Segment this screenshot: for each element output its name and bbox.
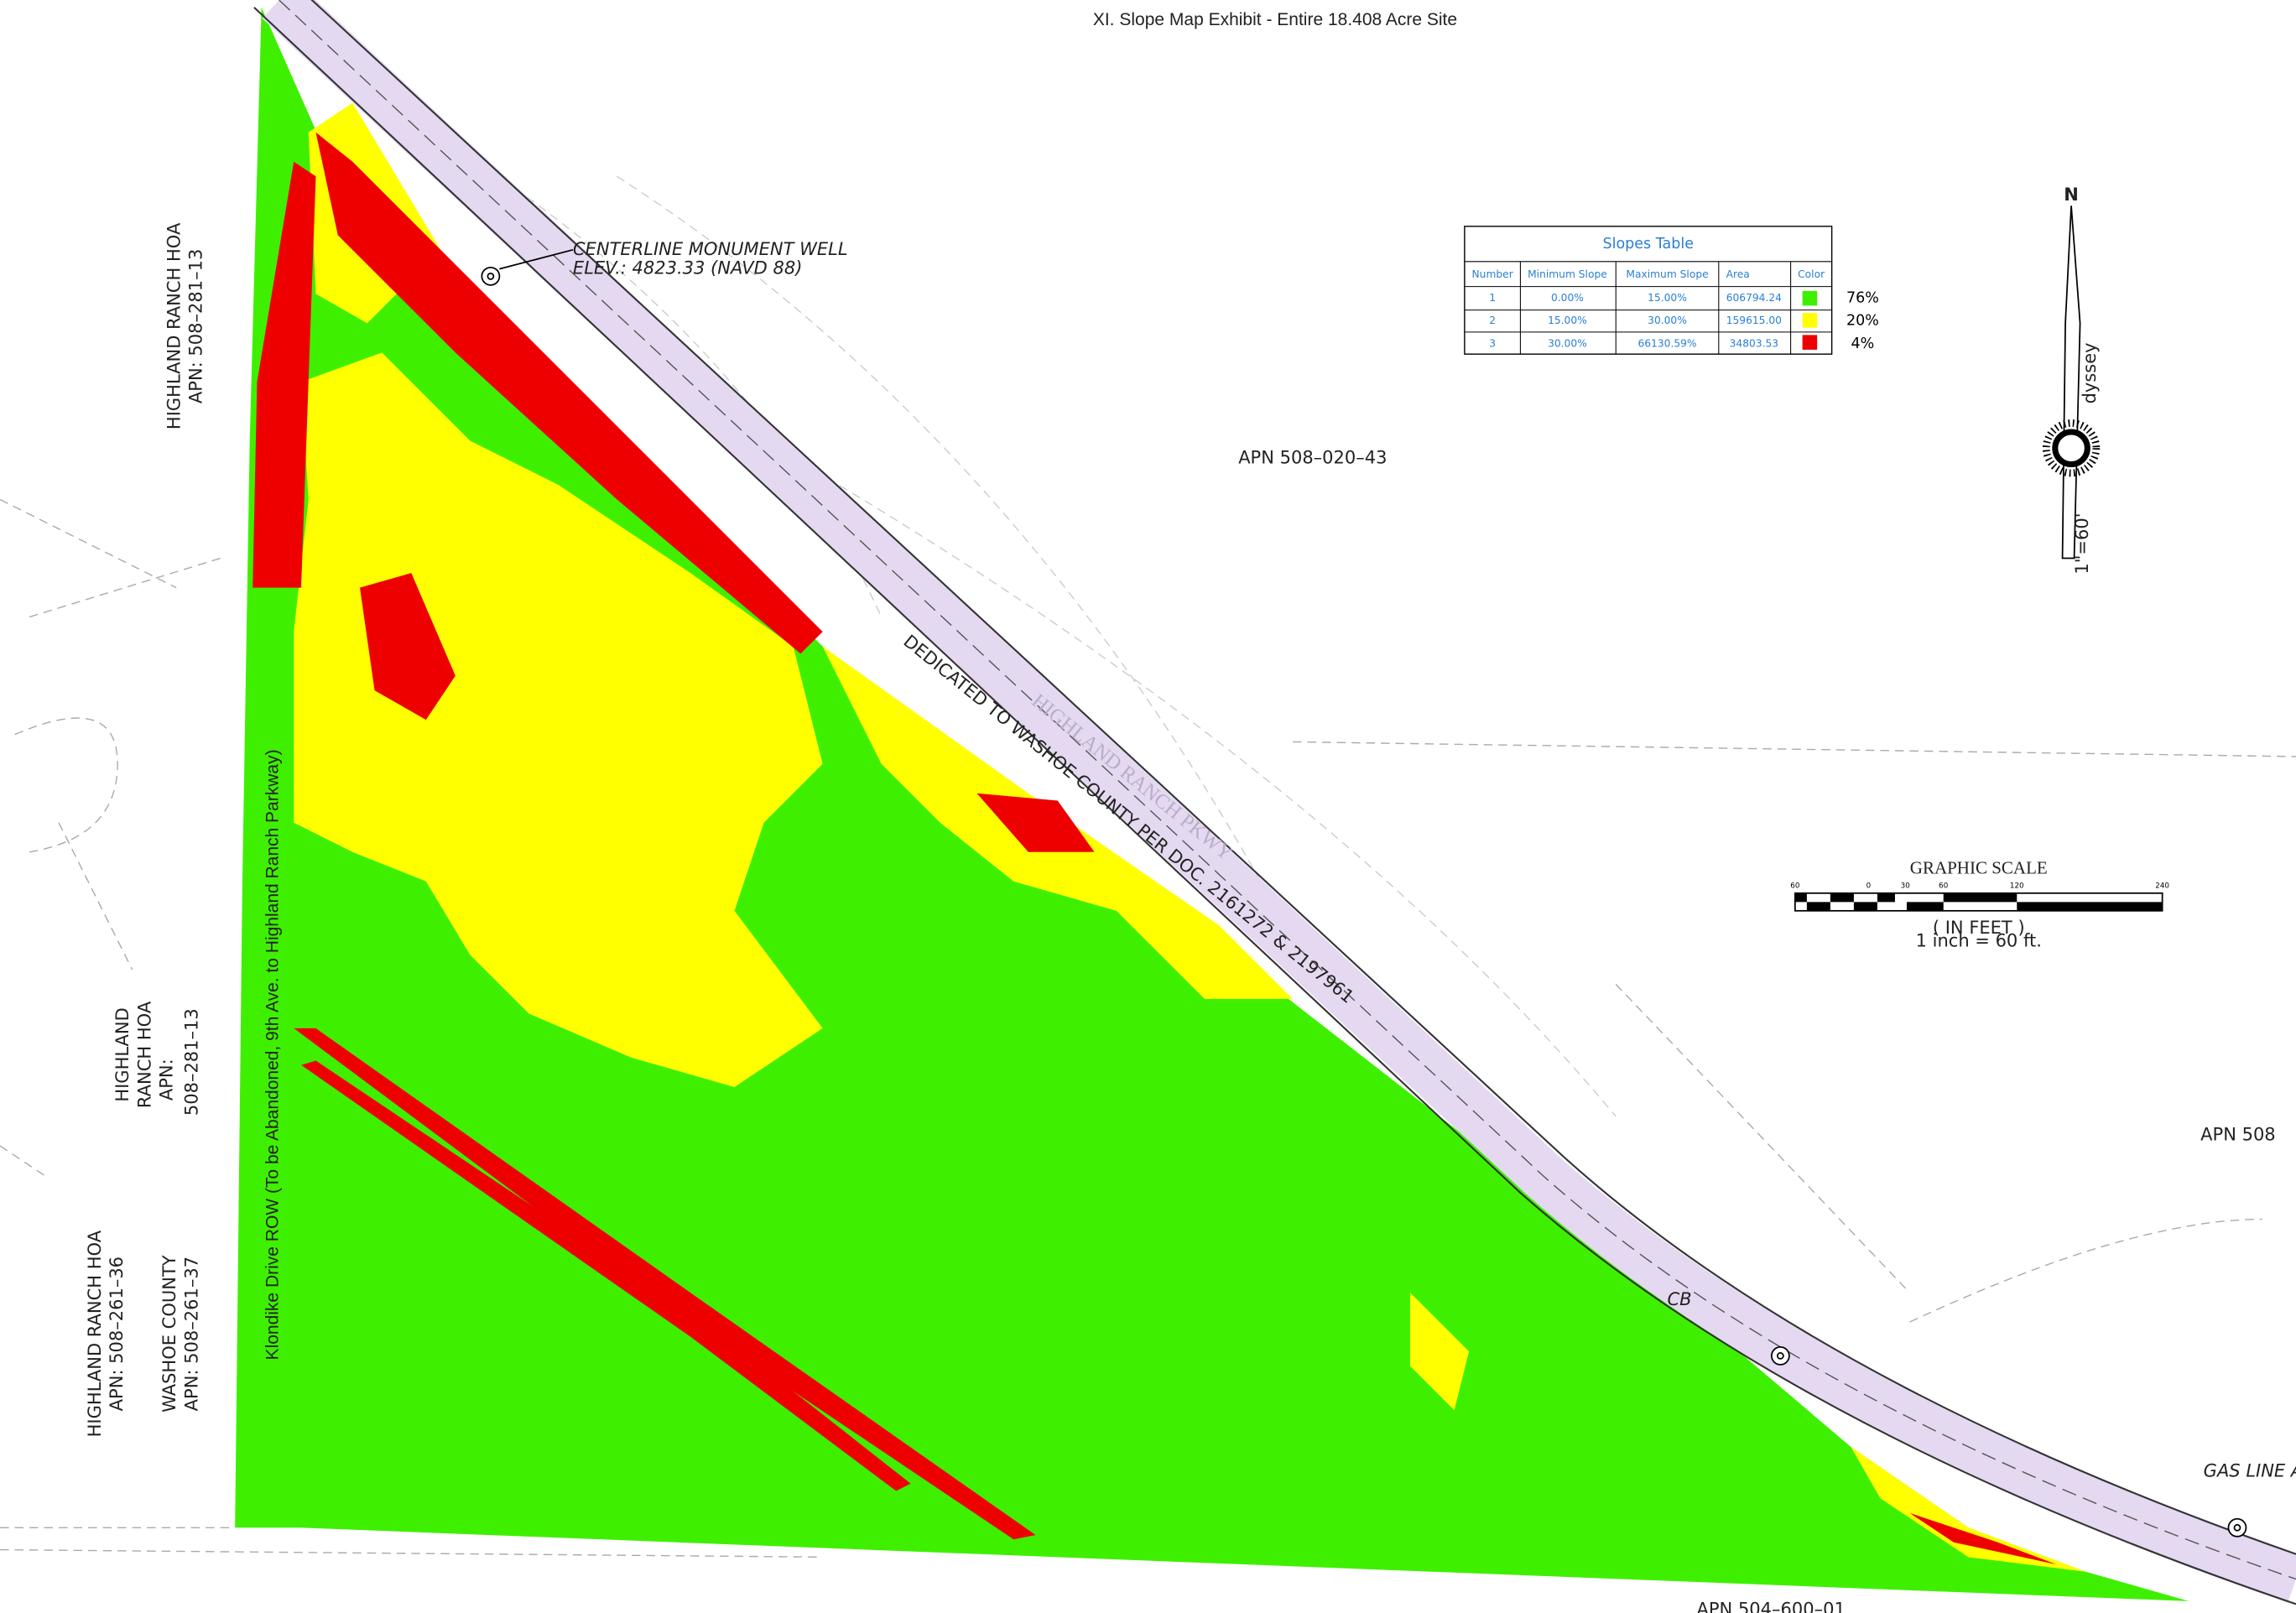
parcel-label: APN: 508–281–13 [185,249,206,403]
page: XI. Slope Map Exhibit - Entire 18.408 Ac… [0,0,2296,1613]
north-arrow: N dyssey 1"=60' [2046,184,2100,575]
slopes-table: Slopes Table Number Minimum Slope Maximu… [1465,226,1879,354]
title: XI. Slope Map Exhibit - Entire 18.408 Ac… [1093,10,1457,29]
table-cell: 159615.00 [1726,315,1782,326]
table-header: Maximum Slope [1626,268,1708,280]
brand: dyssey [2079,342,2100,403]
table-header: Area [1726,268,1750,280]
table-cell: 66130.59% [1637,337,1696,349]
share-label: 4% [1851,336,1875,352]
parcel-label: APN: [156,1059,177,1100]
table-cell: 34803.53 [1730,337,1778,349]
share-label: 76% [1846,290,1879,307]
scale-title: GRAPHIC SCALE [1910,858,2048,878]
monument-label: ELEV.: 4823.33 (NAVD 88) [573,258,802,278]
parcel-label: APN 508–020–43 [1238,446,1387,467]
table-cell: 3 [1489,337,1496,349]
scale-tick: 60 [1790,882,1799,891]
table-cell: 1 [1489,292,1496,304]
scale-tick: 60 [1939,882,1948,891]
table-cell: 15.00% [1648,292,1687,304]
parcel-label: APN: 508–261–37 [180,1257,201,1411]
scale-ratio: 1 inch = 60 ft. [1916,930,2042,951]
parcel-label: RANCH HOA [133,1001,154,1108]
scale-tick: 240 [2155,882,2169,891]
table-title: Slopes Table [1603,236,1695,252]
table-header: Number [1472,268,1514,280]
scale-tick: 0 [1866,882,1872,891]
scale-tick: 120 [2010,882,2024,891]
table-cell: 606794.24 [1726,292,1782,304]
parcel-label: WASHOE COUNTY [159,1255,180,1413]
table-cell: 15.00% [1548,315,1587,326]
north-scale: 1"=60' [2071,513,2092,574]
share-label: 20% [1846,313,1879,330]
parcel-label: APN 504–600–01 [1697,1598,1846,1613]
parcel-label: HIGHLAND RANCH HOA [84,1230,105,1437]
table-header: Minimum Slope [1528,268,1607,280]
parcel-label: 508–281–13 [180,1008,201,1116]
parcel-label: APN: 508–261–36 [106,1257,127,1411]
parcel-label: HIGHLAND RANCH HOA [163,222,184,429]
table-cell: 30.00% [1548,337,1587,349]
side-labels: HIGHLAND RANCH HOA APN: 508–281–13 HIGHL… [84,222,206,1437]
table-cell: 2 [1489,315,1496,326]
table-header: Color [1798,268,1825,280]
table-cell: 0.00% [1551,292,1584,304]
map: XI. Slope Map Exhibit - Entire 18.408 Ac… [0,0,2296,1613]
table-cell: 30.00% [1648,315,1687,326]
parcel-label: APN 508 [2200,1124,2276,1145]
gas-label: GAS LINE AR [2204,1460,2296,1481]
north-letter: N [2064,184,2079,205]
scale-tick: 30 [1901,882,1910,891]
monument-label: CENTERLINE MONUMENT WELL [573,238,848,259]
cb-label: CB [1668,1288,1692,1309]
parcel-label: HIGHLAND [112,1007,133,1101]
klondike-label: Klondike Drive ROW (To be Abandoned, 9th… [263,749,282,1360]
